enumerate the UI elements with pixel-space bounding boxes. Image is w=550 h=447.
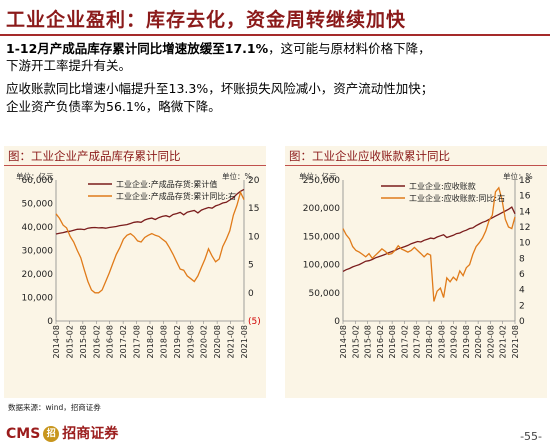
chart-1-ytick-left: 60,000 [22,176,54,186]
paragraph-line-3: 应收账款同比增速小幅提升至13.3%，坏账损失风险减小，资产流动性加快； [6,80,433,97]
chart-1-unit-left: 单位：亿元 [16,172,54,181]
chart-2-ytick-right: 12 [519,223,530,233]
chart-2-ytick-left: 50,000 [309,289,341,299]
chart-1-plot: 0 10,000 20,000 30,000 40,000 50,000 60,000 (5)… [22,176,261,358]
chart-1-xtick-label: 2017-08 [133,325,142,358]
chart-1-xtick-label: 2017-02 [119,325,128,358]
chart-2-series-1-line [342,206,516,272]
chart-2-plot: 0 50,000 100,000 150,000 200,000 250,000 0 2 4 6 8… [303,176,531,358]
chart-1-xtick-label: 2015-02 [65,325,74,358]
chart-2-ytick-left: 200,000 [303,204,340,214]
chart-receivables-panel: 图：工业企业应收账款累计同比 单位：亿元 单位：% 0 50,000 100,000… [285,146,547,398]
logo-mark: 招 [43,426,60,442]
line3-rest: ，坏账损失风险减小，资产流动性加快； [208,81,434,96]
chart-1-legend-label-1: 工业企业:产成品存货:累计值 [116,179,217,189]
chart-2-xtick-label: 2019-08 [462,325,471,358]
chart-2-title-rule [285,165,547,166]
chart-1-xtick-label: 2014-08 [52,325,61,358]
chart-1-xtick-label: 2016-02 [92,325,101,358]
chart-2-ytick-left: 250,000 [303,176,340,186]
chart-2-xtick-label: 2018-02 [425,325,434,358]
chart-1-xtick-label: 2016-08 [106,325,115,358]
chart-1-xtick-label: 2021-08 [240,325,249,358]
chart-2-unit-right: 单位：% [503,172,533,181]
chart-1-ytick-left: 10,000 [22,294,54,304]
chart-2-ytick-left: 150,000 [303,232,340,242]
chart-1-unit-right: 单位：% [222,172,252,181]
chart-2-ytick-right: 6 [519,270,525,280]
chart-2-ytick-right: 16 [519,192,531,202]
page-number: -55- [520,430,542,443]
chart-2-ytick-right: 18 [519,176,531,186]
paragraph-line-2: 下游开工率提升有关。 [6,58,132,73]
chart-1-xtick-label: 2020-02 [200,325,209,358]
chart-2-xtick-label: 2020-02 [474,325,483,358]
chart-2-ytick-right: 14 [519,207,531,217]
chart-1-ytick-left: 20,000 [22,270,54,280]
chart-2-legend-label-1: 工业企业:应收账款 [409,181,476,191]
data-source: 数据来源：wind，招商证券 [8,403,101,412]
chart-1-ytick-left: 30,000 [22,247,54,257]
chart-2-ytick-left: 100,000 [303,261,340,271]
chart-2-xtick-label: 2016-08 [388,325,397,358]
chart-2-xtick-label: 2017-02 [400,325,409,358]
chart-2-xtick-label: 2018-08 [437,325,446,358]
chart-1-ytick-right: (5) [248,317,261,327]
chart-1-series-2-line [55,190,245,294]
chart-inventory-panel: 图：工业企业产成品库存累计同比 单位：亿元 单位：% 0 10,000 20,000… [4,146,266,398]
chart-2-xtick-label: 2016-02 [376,325,385,358]
chart-1-ytick-left: 50,000 [22,200,54,210]
chart-1-ytick-left: 0 [47,317,53,327]
chart-2-unit-left: 单位：亿元 [299,172,337,181]
chart-1-xtick-label: 2019-02 [173,325,182,358]
chart-1-xtick-label: 2019-08 [186,325,195,358]
chart-2-title: 图：工业企业应收账款累计同比 [289,149,450,163]
paragraph-line-4: 企业资产负债率为56.1%，略微下降。 [6,99,221,114]
chart-1-xtick-label: 2018-02 [146,325,155,358]
chart-1-ytick-left: 40,000 [22,223,54,233]
chart-2-ytick-left: 0 [334,317,340,327]
company-logo: CMS 招招商证券 [6,423,118,443]
chart-1-title-rule [4,165,266,166]
chart-2-series-2-line [342,186,516,302]
chart-2-xtick-label: 2021-08 [511,325,520,358]
line1-rest: ，这可能与原材料价格下降， [268,41,431,56]
chart-1-ytick-right: 5 [248,261,254,271]
slide-title: 工业企业盈利：库存去化，资金周转继续加快 [6,9,407,31]
chart-2-xtick-label: 2020-08 [486,325,495,358]
chart-1-ytick-right: 0 [248,289,254,299]
chart-1-legend-label-2: 工业企业:产成品存货:累计同比:右 [116,191,236,201]
chart-1-xtick-label: 2018-08 [159,325,168,358]
paragraph-line-1: 1-12月产成品库存累计同比增速放缓至17.1%，这可能与原材料价格下降， [6,40,431,57]
line3-bold: 应收账款同比增速小幅提升至13.3% [6,81,209,96]
chart-1-ytick-right: 10 [248,232,260,242]
chart-2-ytick-right: 10 [519,239,531,249]
chart-2-xtick-label: 2021-02 [499,325,508,358]
chart-1-xtick-label: 2015-08 [79,325,88,358]
chart-2-ytick-right: 2 [519,301,525,311]
chart-2-xtick-label: 2015-02 [351,325,360,358]
chart-1-ytick-right: 20 [248,176,260,186]
chart-2-legend-label-2: 工业企业:应收账款:同比:右 [409,193,505,203]
logo-cn: 招商证券 [62,426,119,442]
title-rule [0,34,550,36]
chart-2-ytick-right: 8 [519,254,525,264]
chart-1-xtick-label: 2020-08 [213,325,222,358]
chart-2-xtick-label: 2014-08 [339,325,348,358]
chart-2-xtick-label: 2019-02 [450,325,459,358]
line1-bold: 1-12月产成品库存累计同比增速放缓至17.1% [6,41,269,56]
chart-2-xtick-label: 2017-08 [413,325,422,358]
logo-text: CMS [6,426,41,442]
chart-1-title: 图：工业企业产成品库存累计同比 [8,149,181,163]
chart-2-ytick-right: 4 [519,286,525,296]
chart-2-ytick-right: 0 [519,317,525,327]
chart-2-xtick-label: 2015-08 [364,325,373,358]
chart-1-xtick-label: 2021-02 [227,325,236,358]
chart-1-series-1-line [55,188,245,235]
chart-1-ytick-right: 15 [248,204,259,214]
